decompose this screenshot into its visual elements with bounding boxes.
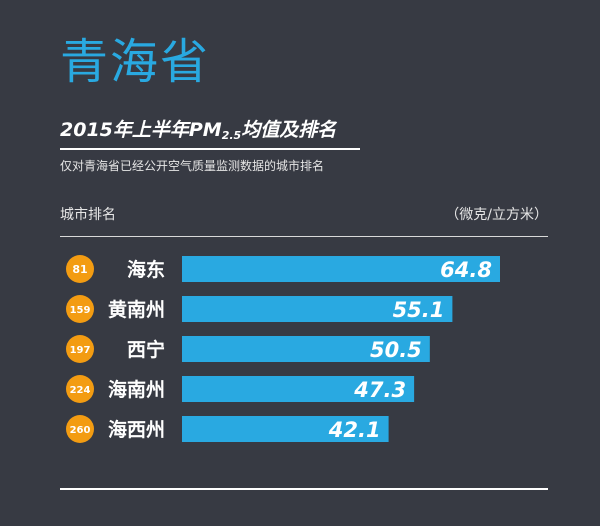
chart-subtitle: 仅对青海省已经公开空气质量监测数据的城市排名 — [60, 159, 325, 173]
bar — [182, 416, 389, 442]
rank-label: 159 — [70, 305, 91, 316]
bar — [182, 256, 500, 282]
chart-title-main: 2015年上半年PM — [60, 119, 222, 141]
rank-badge — [66, 415, 94, 443]
bar — [182, 376, 415, 402]
chart-title: 2015年上半年PM2.5均值及排名 — [60, 119, 337, 142]
rank-label: 197 — [70, 345, 91, 356]
chart-title-subscript: 2.5 — [221, 129, 242, 142]
province-title: 青海省 — [60, 34, 211, 90]
city-label: 海西州 — [108, 418, 165, 441]
rank-label: 260 — [70, 425, 91, 436]
unit-column-label: （微克/立方米） — [445, 207, 548, 223]
value-label: 55.1 — [393, 298, 445, 322]
city-label: 黄南州 — [108, 298, 165, 321]
rank-badge — [66, 335, 94, 363]
rank-badge — [66, 255, 94, 283]
value-label: 47.3 — [353, 378, 406, 402]
bar — [182, 296, 453, 322]
city-label: 海南州 — [108, 378, 165, 401]
header-divider — [60, 236, 548, 237]
title-underline — [60, 148, 360, 150]
rank-badge — [66, 295, 94, 323]
value-label: 64.8 — [440, 258, 492, 282]
chart-title-end: 均值及排名 — [241, 119, 337, 141]
bar — [182, 336, 430, 362]
rank-badge — [66, 375, 94, 403]
city-label: 西宁 — [127, 338, 165, 361]
rank-label: 224 — [70, 385, 91, 396]
ranking-column-label: 城市排名 — [60, 207, 116, 223]
value-label: 50.5 — [370, 338, 422, 362]
city-label: 海东 — [127, 258, 165, 281]
rank-label: 81 — [72, 263, 87, 276]
value-label: 42.1 — [328, 418, 381, 442]
bottom-divider — [60, 488, 548, 490]
